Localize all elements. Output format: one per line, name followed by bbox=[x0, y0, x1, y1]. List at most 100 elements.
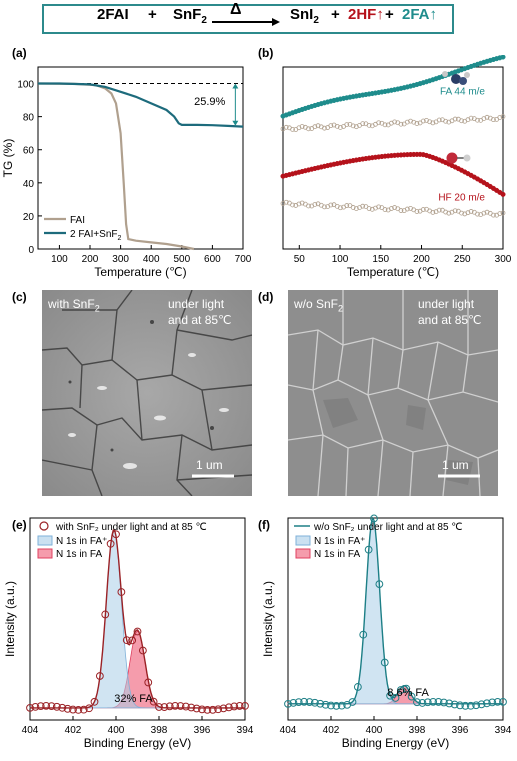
chart-a-legend-label: FAI bbox=[70, 215, 85, 226]
chart-f-data-point bbox=[327, 701, 335, 710]
chart-b-point bbox=[497, 211, 503, 217]
chart-e-data-point bbox=[181, 702, 190, 711]
chart-b-point bbox=[334, 123, 340, 129]
chart-e-legend-marker bbox=[39, 521, 49, 531]
chart-b-point bbox=[392, 119, 397, 125]
chart-e-legend-fa: N 1s in FA bbox=[56, 549, 102, 560]
chart-e-xtick-label: 402 bbox=[65, 725, 82, 736]
sem-image-with-snf2: with SnF2 under light and at 85℃ 1 um bbox=[42, 290, 252, 496]
chart-f-frame bbox=[287, 517, 504, 721]
sem-d-condition-1: under light bbox=[418, 297, 475, 311]
chart-b-point bbox=[408, 118, 413, 124]
chart-b-point bbox=[414, 121, 420, 126]
chart-a-ylabel: TG (%) bbox=[1, 139, 15, 178]
chart-e-data-point bbox=[112, 530, 120, 539]
chart-e-data-point bbox=[219, 704, 228, 713]
chart-a-xtick-label: 700 bbox=[235, 254, 252, 265]
chart-b-point bbox=[452, 208, 458, 214]
chart-b-xtick-label: 250 bbox=[454, 254, 471, 265]
chart-f-xtick-label: 396 bbox=[452, 725, 469, 736]
eq-product-hf: 2HF↑ bbox=[348, 6, 384, 23]
chart-f-data-point bbox=[461, 701, 470, 710]
chart-b-point bbox=[414, 209, 420, 214]
chart-e-data-point bbox=[224, 703, 233, 712]
chart-b-point bbox=[337, 205, 343, 211]
chart-a-ytick-label: 100 bbox=[17, 80, 34, 91]
chart-b-point bbox=[376, 204, 382, 210]
chart-b-point bbox=[468, 115, 474, 121]
chart-b-point bbox=[475, 211, 480, 217]
chart-e-data-point bbox=[31, 702, 40, 711]
eq-reactant-snf2: SnF2 bbox=[173, 6, 207, 26]
chart-e-xtick-label: 396 bbox=[194, 725, 211, 736]
panel-label-e: (e) bbox=[12, 518, 27, 532]
chart-e-legend-swatch-fa bbox=[37, 548, 53, 559]
chart-f-data-point bbox=[370, 514, 378, 523]
chart-e-data-point bbox=[192, 704, 201, 713]
chart-b-point bbox=[312, 124, 318, 130]
chart-f-data-point bbox=[445, 699, 454, 708]
chart-b-point bbox=[389, 206, 394, 211]
chart-f-data-point bbox=[353, 683, 362, 691]
chart-e-legend-title: with SnF₂ under light and at 85 ℃ bbox=[55, 522, 207, 533]
chart-b-xtick-label: 50 bbox=[294, 254, 306, 265]
chart-e-data-point bbox=[52, 702, 61, 711]
chart-b-point bbox=[366, 122, 372, 128]
chart-f-xtick-label: 402 bbox=[323, 725, 340, 736]
chart-f-legend-swatch-fa-plus bbox=[295, 535, 311, 546]
eq-heat-symbol: Δ bbox=[230, 1, 242, 18]
chart-b-point bbox=[328, 202, 334, 208]
chart-b-point bbox=[500, 191, 506, 197]
chart-e-xtick-label: 404 bbox=[22, 725, 39, 736]
chart-b-xtick-label: 150 bbox=[372, 254, 389, 265]
chart-b-point bbox=[459, 210, 464, 216]
chart-f-data-point bbox=[493, 697, 502, 706]
chart-e-data-point bbox=[241, 702, 249, 710]
chart-e-data-point bbox=[133, 627, 142, 636]
chart-e-data-point bbox=[176, 702, 185, 710]
chart-b-point bbox=[404, 119, 410, 125]
chart-b-point bbox=[382, 207, 388, 212]
chart-b-point bbox=[376, 120, 382, 126]
chart-f-data-point bbox=[391, 694, 400, 702]
chart-a-arrowhead-bottom bbox=[232, 120, 239, 126]
chart-a-xlabel: Temperature (℃) bbox=[94, 265, 186, 279]
chart-b-point bbox=[468, 209, 474, 214]
chart-f-data-point bbox=[402, 684, 411, 693]
sem-c-scale-bar: 1 um bbox=[196, 458, 223, 472]
chart-e-data-point bbox=[160, 703, 169, 711]
panel-label-f: (f) bbox=[258, 518, 270, 532]
sem-c-condition-2: and at 85℃ bbox=[168, 313, 232, 327]
sem-image-without-snf2: w/o SnF2 under light and at 85℃ 1 um bbox=[288, 290, 498, 496]
chart-a-ytick-label: 40 bbox=[23, 179, 35, 190]
chart-b-point bbox=[344, 122, 350, 128]
chart-f-data-point bbox=[472, 701, 481, 710]
chart-f-xlabel: Binding Energy (eV) bbox=[342, 736, 449, 750]
chart-e-data-point bbox=[36, 702, 45, 711]
chart-b-point bbox=[392, 205, 397, 210]
chart-a-tga: 100 200 300 400 500 600 700 0 20 40 60 80 100 Tempera… bbox=[1, 66, 252, 279]
chart-f-data-point bbox=[310, 698, 319, 707]
sem-d-sample-label: w/o SnF2 bbox=[294, 297, 344, 314]
chart-f-data-point bbox=[300, 697, 309, 706]
chart-e-annotation: 32% FA bbox=[114, 693, 153, 705]
chart-e-data-point bbox=[85, 704, 94, 713]
chart-e-data-point bbox=[63, 704, 72, 713]
chart-b-point bbox=[500, 55, 506, 60]
chart-e-data-point bbox=[171, 701, 180, 710]
chart-b-point bbox=[382, 122, 388, 128]
chart-e-data-point bbox=[187, 703, 196, 712]
sem-d-scale-bar: 1 um bbox=[442, 458, 469, 472]
chart-b-point bbox=[436, 207, 442, 213]
chart-b-xtick-label: 200 bbox=[413, 254, 430, 265]
chart-f-data-point bbox=[332, 701, 341, 710]
chart-a-arrowhead-top bbox=[232, 83, 239, 89]
chart-e-data-point bbox=[74, 705, 83, 714]
chart-e-data-point bbox=[101, 610, 110, 619]
chart-b-label-fa: FA 44 m/e bbox=[440, 86, 485, 97]
eq-plus-3: + bbox=[385, 6, 394, 23]
chart-b-point bbox=[475, 117, 480, 123]
chart-a-ytick-label: 0 bbox=[28, 245, 34, 256]
chart-e-data-point bbox=[79, 705, 88, 714]
chart-a-series-fai-snf2 bbox=[38, 82, 244, 128]
